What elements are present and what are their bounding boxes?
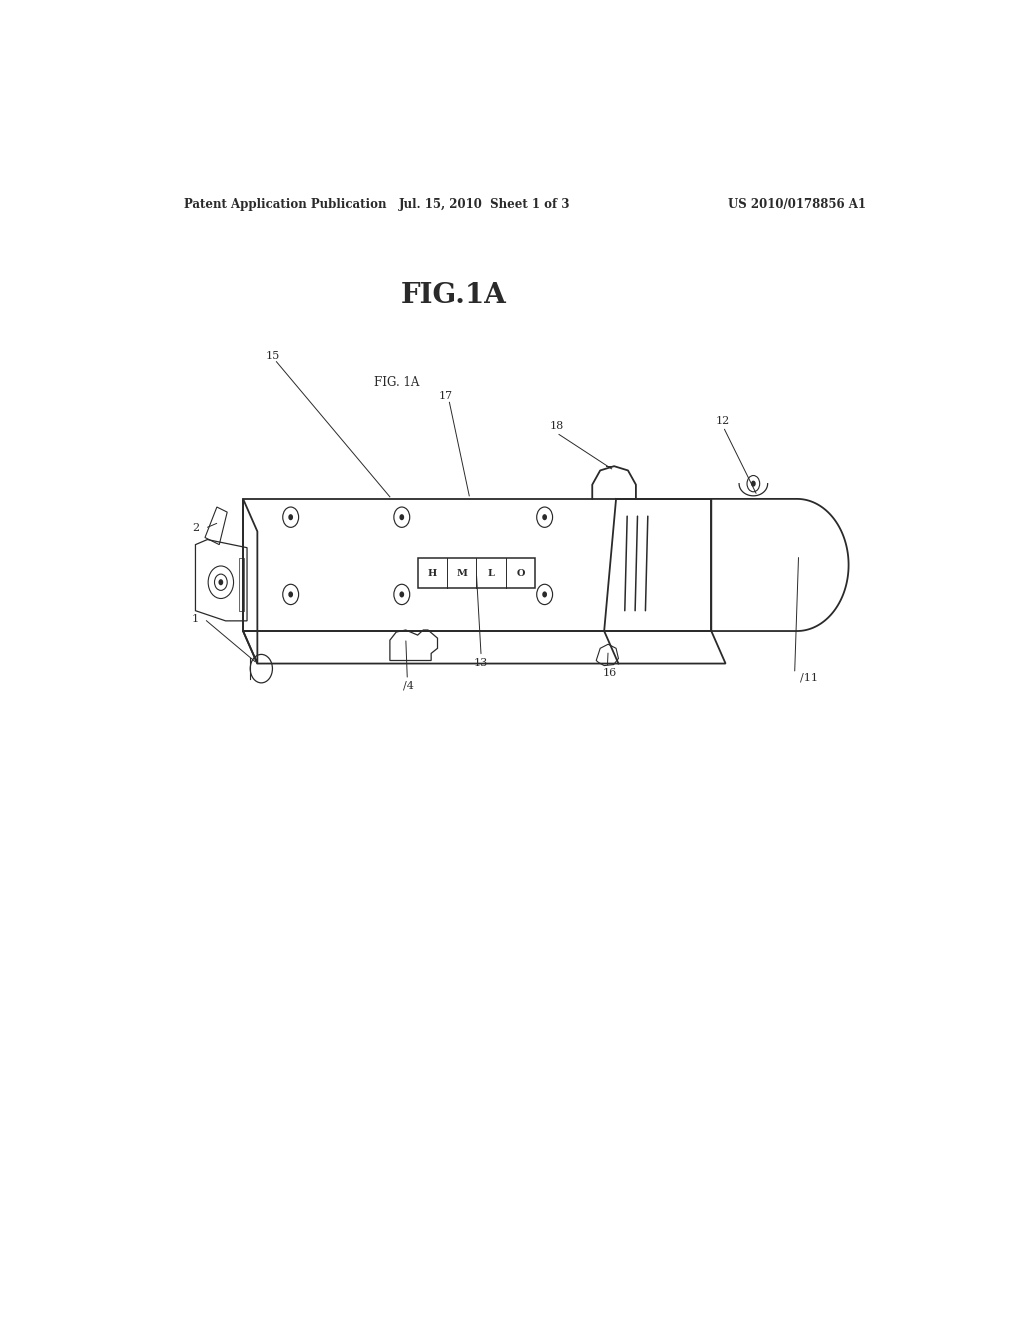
Text: 12: 12 bbox=[716, 416, 730, 425]
Text: 1: 1 bbox=[191, 614, 199, 624]
Text: O: O bbox=[516, 569, 524, 578]
Text: FIG. 1A: FIG. 1A bbox=[374, 375, 420, 388]
Circle shape bbox=[399, 591, 404, 598]
Circle shape bbox=[751, 480, 756, 487]
Text: 2: 2 bbox=[193, 523, 200, 533]
Text: 16: 16 bbox=[602, 668, 616, 677]
Circle shape bbox=[543, 513, 547, 520]
Text: FIG.1A: FIG.1A bbox=[400, 282, 506, 309]
Text: /11: /11 bbox=[800, 673, 818, 682]
Text: 15: 15 bbox=[265, 351, 280, 360]
Text: 18: 18 bbox=[550, 421, 563, 430]
Text: 13: 13 bbox=[474, 657, 488, 668]
Circle shape bbox=[289, 513, 293, 520]
Text: H: H bbox=[428, 569, 437, 578]
Circle shape bbox=[399, 513, 404, 520]
Circle shape bbox=[543, 591, 547, 598]
Text: Patent Application Publication: Patent Application Publication bbox=[183, 198, 386, 211]
Text: Jul. 15, 2010  Sheet 1 of 3: Jul. 15, 2010 Sheet 1 of 3 bbox=[399, 198, 570, 211]
Text: 17: 17 bbox=[438, 391, 453, 401]
Text: L: L bbox=[487, 569, 495, 578]
Text: M: M bbox=[457, 569, 467, 578]
Text: US 2010/0178856 A1: US 2010/0178856 A1 bbox=[728, 198, 866, 211]
Text: /4: /4 bbox=[402, 681, 414, 690]
Circle shape bbox=[289, 591, 293, 598]
Circle shape bbox=[218, 579, 223, 585]
Bar bbox=[418, 558, 536, 589]
